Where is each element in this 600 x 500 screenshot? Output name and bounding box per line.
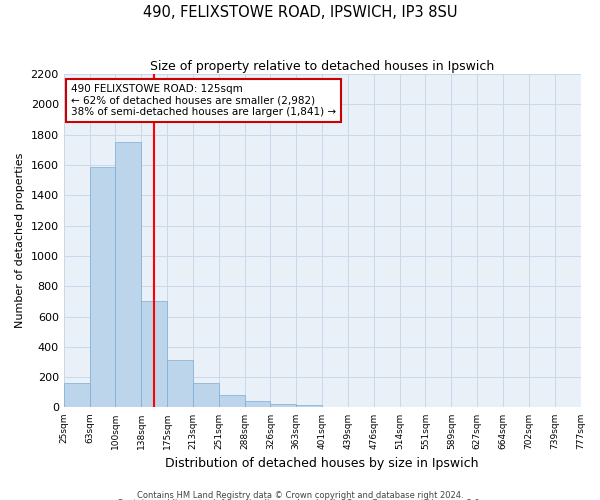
Bar — [141, 302, 167, 408]
Bar — [167, 360, 193, 408]
Bar — [64, 383, 89, 407]
Text: 490 FELIXSTOWE ROAD: 125sqm
← 62% of detached houses are smaller (2,982)
38% of : 490 FELIXSTOWE ROAD: 125sqm ← 62% of det… — [71, 84, 336, 117]
Bar — [245, 400, 271, 407]
Y-axis label: Number of detached properties: Number of detached properties — [15, 153, 25, 328]
Text: 490, FELIXSTOWE ROAD, IPSWICH, IP3 8SU: 490, FELIXSTOWE ROAD, IPSWICH, IP3 8SU — [143, 5, 457, 20]
Bar — [115, 142, 141, 408]
Bar — [219, 396, 245, 407]
Text: Contains HM Land Registry data © Crown copyright and database right 2024.: Contains HM Land Registry data © Crown c… — [137, 490, 463, 500]
Title: Size of property relative to detached houses in Ipswich: Size of property relative to detached ho… — [150, 60, 494, 73]
Bar — [271, 404, 296, 407]
Text: Contains public sector information licensed under the Open Government Licence v3: Contains public sector information licen… — [118, 499, 482, 500]
Bar — [89, 166, 115, 408]
Bar — [296, 405, 322, 407]
Bar — [193, 383, 219, 407]
X-axis label: Distribution of detached houses by size in Ipswich: Distribution of detached houses by size … — [166, 457, 479, 470]
